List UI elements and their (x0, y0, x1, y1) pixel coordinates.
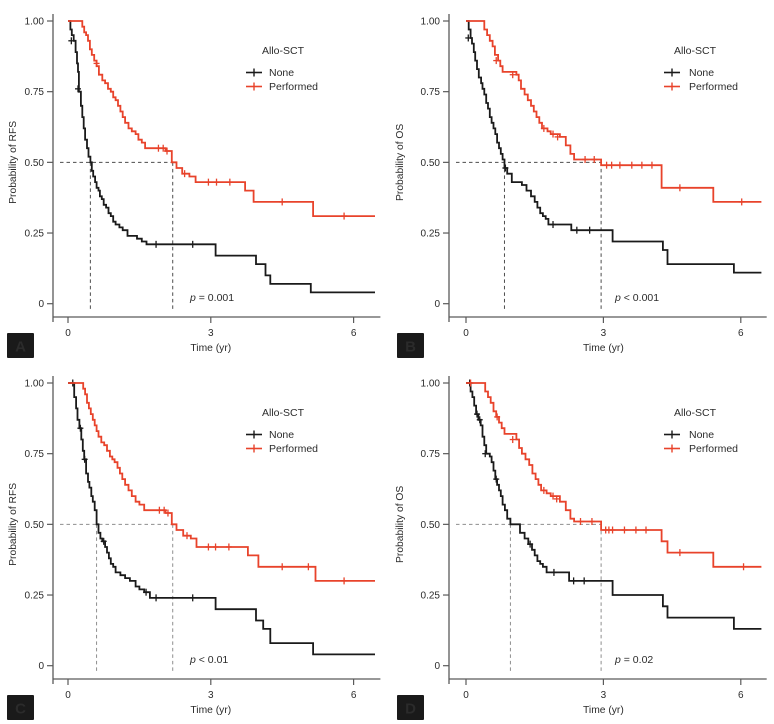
panel-bottom-left-chart: 0 0.25 0.50 0.75 1.00 Probability of RFS 0 3 6 Ti… (7, 376, 381, 720)
x-tick-label: 3 (208, 328, 214, 339)
x-tick-label: 0 (65, 690, 71, 701)
x-tick-label: 3 (208, 690, 214, 701)
legend-label-performed: Performed (689, 443, 738, 455)
legend-label-none: None (269, 67, 294, 79)
x-tick-label: 6 (738, 328, 744, 339)
y-tick-label: 0 (38, 661, 44, 672)
survival-curve-performed (68, 20, 375, 217)
panel-bottom-left: 0 0.25 0.50 0.75 1.00 Probability of RFS 0 3 6 Ti… (0, 362, 387, 724)
panel-top-left-chart: 0 0.25 0.50 0.75 1.00 Probability of RFS 0 3 6 Ti… (7, 14, 381, 358)
y-tick-label: 0.25 (25, 591, 45, 602)
x-axis-title: Time (yr) (583, 705, 624, 716)
panel-top-right: 0 0.25 0.50 0.75 1.00 Probability of OS 0 3 6 Tim… (387, 0, 774, 362)
y-tick-label: 1.00 (421, 17, 441, 28)
y-tick-label: 0.75 (25, 87, 45, 98)
survival-curve-performed (466, 20, 762, 203)
p-value-annotation: p = 0.001 (189, 292, 234, 304)
y-tick-label: 0.50 (421, 158, 441, 169)
y-tick-label: 1.00 (25, 17, 45, 28)
survival-curve-performed (466, 382, 762, 568)
y-tick-label: 0 (38, 299, 44, 310)
y-tick-label: 1.00 (25, 379, 45, 390)
y-tick-label: 0 (434, 299, 440, 310)
x-tick-label: 6 (351, 328, 357, 339)
panel-letter: A (15, 339, 26, 356)
legend-title: Allo-SCT (674, 407, 717, 419)
panel-letter: D (405, 701, 416, 718)
legend-label-none: None (269, 429, 294, 441)
y-tick-label: 0.25 (421, 229, 441, 240)
x-axis-title: Time (yr) (190, 705, 231, 716)
legend-label-none: None (689, 67, 714, 79)
x-axis-title: Time (yr) (583, 343, 624, 354)
p-value-annotation: p = 0.02 (614, 654, 653, 666)
p-value-annotation: p < 0.01 (189, 654, 228, 666)
survival-curve-none (68, 20, 375, 294)
x-tick-label: 0 (463, 328, 469, 339)
x-tick-label: 3 (601, 328, 607, 339)
panel-letter-badge (7, 333, 34, 358)
y-axis-title: Probability of OS (395, 486, 406, 563)
legend-title: Allo-SCT (262, 45, 305, 57)
y-tick-label: 0 (434, 661, 440, 672)
panel-letter-badge (7, 695, 34, 720)
y-tick-label: 0.25 (25, 229, 45, 240)
y-tick-label: 0.50 (25, 158, 45, 169)
panel-top-left: 0 0.25 0.50 0.75 1.00 Probability of RFS 0 3 6 Ti… (0, 0, 387, 362)
x-tick-label: 0 (463, 690, 469, 701)
x-tick-label: 3 (601, 690, 607, 701)
y-tick-label: 0.25 (421, 591, 441, 602)
panel-top-right-chart: 0 0.25 0.50 0.75 1.00 Probability of OS 0 3 6 Tim… (395, 14, 767, 358)
y-tick-label: 0.75 (421, 87, 441, 98)
x-tick-label: 6 (351, 690, 357, 701)
panel-letter: C (15, 701, 26, 718)
y-tick-label: 1.00 (421, 379, 441, 390)
y-axis-title: Probability of RFS (8, 483, 19, 566)
legend-label-performed: Performed (269, 81, 318, 93)
p-value-annotation: p < 0.001 (614, 292, 659, 304)
y-tick-label: 0.50 (25, 520, 45, 531)
y-tick-label: 0.75 (25, 449, 45, 460)
panel-letter-badge (397, 695, 424, 720)
panel-letter-badge (397, 333, 424, 358)
survival-curve-none (466, 20, 762, 274)
panel-bottom-right: 0 0.25 0.50 0.75 1.00 Probability of OS 0 3 6 Tim… (387, 362, 774, 724)
y-axis-title: Probability of OS (395, 124, 406, 201)
survival-curve-performed (68, 382, 375, 582)
panel-letter: B (405, 339, 416, 356)
survival-curve-none (68, 382, 375, 656)
legend-label-performed: Performed (269, 443, 318, 455)
x-axis-title: Time (yr) (190, 343, 231, 354)
legend-label-none: None (689, 429, 714, 441)
survival-curve-none (466, 382, 762, 630)
legend-title: Allo-SCT (262, 407, 305, 419)
y-axis-title: Probability of RFS (8, 121, 19, 204)
x-tick-label: 6 (738, 690, 744, 701)
y-tick-label: 0.75 (421, 449, 441, 460)
panel-bottom-right-chart: 0 0.25 0.50 0.75 1.00 Probability of OS 0 3 6 Tim… (395, 376, 767, 720)
legend-label-performed: Performed (689, 81, 738, 93)
y-tick-label: 0.50 (421, 520, 441, 531)
x-tick-label: 0 (65, 328, 71, 339)
legend-title: Allo-SCT (674, 45, 717, 57)
